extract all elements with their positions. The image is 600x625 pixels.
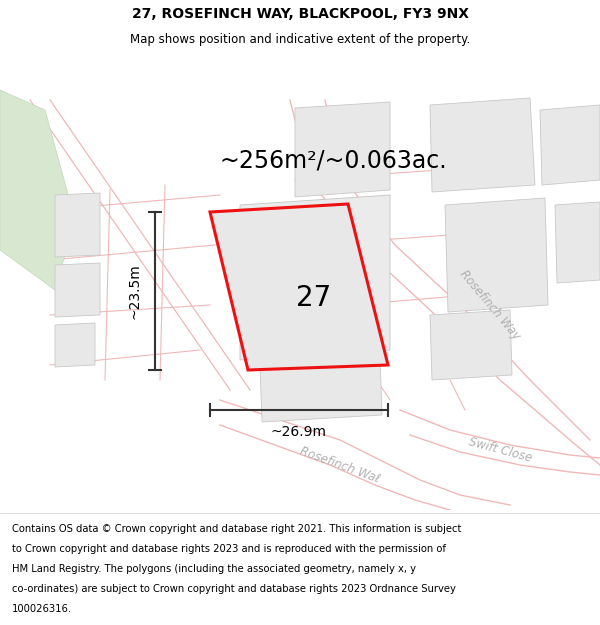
Text: Contains OS data © Crown copyright and database right 2021. This information is : Contains OS data © Crown copyright and d…	[12, 524, 461, 534]
Text: Rosefinch Way: Rosefinch Way	[457, 268, 523, 342]
Polygon shape	[295, 102, 390, 197]
Text: 27: 27	[296, 284, 331, 312]
Polygon shape	[55, 193, 100, 257]
Text: HM Land Registry. The polygons (including the associated geometry, namely x, y: HM Land Registry. The polygons (includin…	[12, 564, 416, 574]
Polygon shape	[555, 202, 600, 283]
Polygon shape	[240, 195, 390, 360]
Text: ~26.9m: ~26.9m	[271, 425, 327, 439]
Text: ~256m²/~0.063ac.: ~256m²/~0.063ac.	[220, 148, 448, 172]
Polygon shape	[210, 204, 388, 370]
Text: to Crown copyright and database rights 2023 and is reproduced with the permissio: to Crown copyright and database rights 2…	[12, 544, 446, 554]
Polygon shape	[445, 198, 548, 312]
Text: Rosefinch Waℓ: Rosefinch Waℓ	[298, 444, 382, 486]
Polygon shape	[0, 90, 75, 290]
Polygon shape	[540, 105, 600, 185]
Text: 27, ROSEFINCH WAY, BLACKPOOL, FY3 9NX: 27, ROSEFINCH WAY, BLACKPOOL, FY3 9NX	[131, 7, 469, 21]
Polygon shape	[55, 263, 100, 317]
Text: ~23.5m: ~23.5m	[128, 263, 142, 319]
Text: Swift Close: Swift Close	[467, 435, 533, 465]
Text: 100026316.: 100026316.	[12, 604, 72, 614]
Polygon shape	[430, 310, 512, 380]
Text: Map shows position and indicative extent of the property.: Map shows position and indicative extent…	[130, 32, 470, 46]
Polygon shape	[260, 358, 382, 422]
Text: co-ordinates) are subject to Crown copyright and database rights 2023 Ordnance S: co-ordinates) are subject to Crown copyr…	[12, 584, 456, 594]
Polygon shape	[55, 323, 95, 367]
Polygon shape	[430, 98, 535, 192]
